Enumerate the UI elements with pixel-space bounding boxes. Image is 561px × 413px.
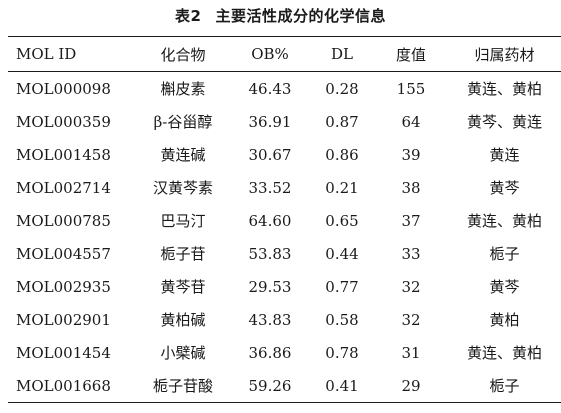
table-row: MOL002901 黄柏碱 43.83 0.58 32 黄柏 [8, 303, 561, 336]
cell-degree: 32 [401, 277, 421, 296]
cell-ob: 29.53 [248, 277, 292, 296]
cell-ob: 43.83 [248, 310, 292, 329]
cell-ob: 59.26 [248, 376, 292, 395]
cell-compound: 栀子苷酸 [152, 377, 213, 395]
cell-degree: 31 [401, 343, 421, 362]
header-degree: 度值 [395, 45, 426, 64]
cell-degree: 33 [401, 244, 421, 263]
header-dl: DL [331, 45, 353, 63]
cell-compound: 小檗碱 [160, 344, 206, 362]
cell-ob: 36.91 [248, 112, 292, 131]
table-number: 表2 [175, 7, 202, 25]
header-mol-id: MOL ID [16, 45, 77, 63]
cell-compound: 栀子苷 [160, 245, 206, 263]
cell-dl: 0.28 [325, 79, 359, 98]
cell-mol-id: MOL000098 [16, 79, 111, 98]
table-caption: 表2 主要活性成分的化学信息 [0, 6, 561, 26]
table-row: MOL004557 栀子苷 53.83 0.44 33 栀子 [8, 237, 561, 270]
cell-dl: 0.65 [325, 211, 359, 230]
cell-dl: 0.86 [325, 145, 359, 164]
cell-degree: 155 [396, 79, 426, 98]
cell-ob: 30.67 [248, 145, 292, 164]
cell-degree: 38 [401, 178, 421, 197]
header-source-herb: 归属药材 [474, 45, 535, 64]
cell-dl: 0.78 [325, 343, 359, 362]
table-row: MOL000359 β-谷甾醇 36.91 0.87 64 黄芩、黄连 [8, 105, 561, 138]
cell-source-herb: 栀子 [489, 377, 520, 395]
table-row: MOL000785 巴马汀 64.60 0.65 37 黄连、黄柏 [8, 204, 561, 237]
cell-compound: 汉黄芩素 [152, 179, 213, 197]
header-row: MOL ID 化合物 OB% DL 度值 归属药材 [8, 36, 561, 72]
table-header: MOL ID 化合物 OB% DL 度值 归属药材 [8, 36, 561, 72]
cell-dl: 0.44 [325, 244, 359, 263]
cell-source-herb: 黄芩、黄连 [466, 113, 542, 131]
cell-compound: 巴马汀 [160, 212, 206, 230]
cell-ob: 53.83 [248, 244, 292, 263]
cell-dl: 0.21 [325, 178, 359, 197]
table-body: MOL000098 槲皮素 46.43 0.28 155 黄连、黄柏 MOL000359 β-… [8, 72, 561, 403]
cell-compound: 黄连碱 [160, 146, 206, 164]
compound-table: MOL ID 化合物 OB% DL 度值 归属药材 MOL000098 槲皮素 46… [8, 36, 561, 403]
cell-ob: 33.52 [248, 178, 292, 197]
cell-source-herb: 黄芩 [489, 179, 520, 197]
cell-mol-id: MOL002901 [16, 310, 111, 329]
cell-source-herb: 黄连、黄柏 [466, 212, 542, 230]
cell-source-herb: 黄连、黄柏 [466, 344, 542, 362]
cell-mol-id: MOL001668 [16, 376, 111, 395]
cell-mol-id: MOL000359 [16, 112, 111, 131]
header-ob: OB% [251, 45, 289, 63]
cell-degree: 39 [401, 145, 421, 164]
cell-ob: 64.60 [248, 211, 292, 230]
cell-mol-id: MOL002935 [16, 277, 111, 296]
cell-degree: 32 [401, 310, 421, 329]
cell-source-herb: 黄连、黄柏 [466, 80, 542, 98]
cell-compound: 黄柏碱 [160, 311, 206, 329]
cell-mol-id: MOL004557 [16, 244, 111, 263]
cell-degree: 64 [401, 112, 421, 131]
cell-compound: β-谷甾醇 [153, 113, 213, 131]
header-compound: 化合物 [160, 45, 206, 64]
cell-mol-id: MOL001458 [16, 145, 111, 164]
cell-dl: 0.58 [325, 310, 359, 329]
cell-source-herb: 黄柏 [489, 311, 520, 329]
table-row: MOL000098 槲皮素 46.43 0.28 155 黄连、黄柏 [8, 72, 561, 106]
table-row: MOL001454 小檗碱 36.86 0.78 31 黄连、黄柏 [8, 336, 561, 369]
cell-degree: 29 [401, 376, 421, 395]
cell-compound: 黄芩苷 [160, 278, 206, 296]
cell-compound: 槲皮素 [160, 80, 206, 98]
cell-degree: 37 [401, 211, 421, 230]
cell-mol-id: MOL000785 [16, 211, 111, 230]
cell-source-herb: 栀子 [489, 245, 520, 263]
cell-source-herb: 黄芩 [489, 278, 520, 296]
cell-dl: 0.87 [325, 112, 359, 131]
cell-mol-id: MOL001454 [16, 343, 111, 362]
cell-dl: 0.41 [325, 376, 359, 395]
cell-source-herb: 黄连 [489, 146, 520, 164]
cell-ob: 36.86 [248, 343, 292, 362]
table-row: MOL001458 黄连碱 30.67 0.86 39 黄连 [8, 138, 561, 171]
table-row: MOL002935 黄芩苷 29.53 0.77 32 黄芩 [8, 270, 561, 303]
table-row: MOL001668 栀子苷酸 59.26 0.41 29 栀子 [8, 369, 561, 403]
table-row: MOL002714 汉黄芩素 33.52 0.21 38 黄芩 [8, 171, 561, 204]
table-title: 主要活性成分的化学信息 [215, 7, 386, 25]
cell-dl: 0.77 [325, 277, 359, 296]
cell-mol-id: MOL002714 [16, 178, 111, 197]
cell-ob: 46.43 [248, 79, 292, 98]
